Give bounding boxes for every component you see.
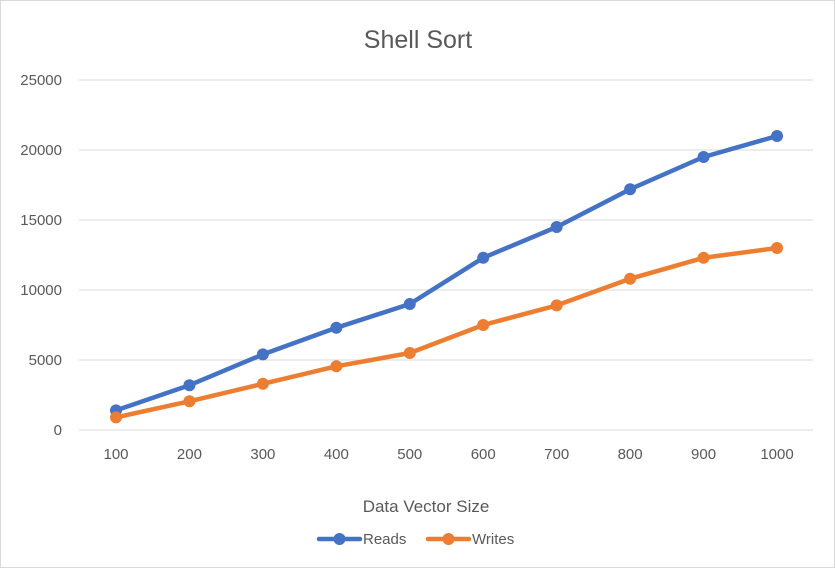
y-tick-label: 20000 bbox=[20, 142, 62, 159]
x-axis-ticks: 100 200 300 400 500 600 700 800 900 1000 bbox=[103, 446, 793, 463]
data-point bbox=[110, 411, 122, 424]
series-reads bbox=[110, 130, 783, 417]
series-lines bbox=[110, 130, 783, 424]
y-tick-label: 15000 bbox=[20, 212, 62, 229]
x-tick-label: 200 bbox=[177, 446, 202, 463]
legend-label: Reads bbox=[363, 531, 406, 548]
data-point bbox=[256, 377, 269, 390]
series-line bbox=[113, 245, 780, 420]
data-point bbox=[183, 395, 196, 408]
y-tick-label: 0 bbox=[54, 422, 62, 439]
data-point bbox=[697, 151, 710, 163]
legend-item-writes: Writes bbox=[425, 531, 514, 548]
y-axis-ticks: 0 5000 10000 15000 20000 25000 bbox=[20, 72, 62, 439]
legend: Reads Writes bbox=[316, 531, 514, 548]
data-point bbox=[771, 130, 783, 142]
y-tick-label: 10000 bbox=[20, 282, 62, 299]
x-tick-label: 800 bbox=[618, 446, 643, 463]
x-tick-label: 1000 bbox=[760, 446, 793, 463]
x-tick-label: 900 bbox=[691, 446, 716, 463]
legend-item-reads: Reads bbox=[316, 531, 406, 548]
data-point bbox=[550, 299, 563, 312]
data-point bbox=[330, 321, 343, 334]
data-point bbox=[256, 348, 269, 361]
data-point bbox=[403, 298, 416, 310]
legend-marker bbox=[442, 533, 455, 545]
x-tick-label: 300 bbox=[250, 446, 275, 463]
gridlines bbox=[79, 79, 813, 431]
y-tick-label: 5000 bbox=[29, 352, 62, 369]
data-point bbox=[624, 272, 637, 285]
x-tick-label: 400 bbox=[324, 446, 349, 463]
data-point bbox=[477, 319, 490, 331]
legend-marker bbox=[333, 533, 346, 545]
y-tick-label: 25000 bbox=[20, 72, 62, 89]
data-point bbox=[403, 347, 416, 359]
x-tick-label: 700 bbox=[544, 446, 569, 463]
series-line bbox=[113, 133, 780, 413]
series-writes bbox=[110, 242, 783, 424]
data-point bbox=[697, 251, 710, 264]
x-tick-label: 500 bbox=[397, 446, 422, 463]
data-point bbox=[771, 242, 783, 254]
legend-label: Writes bbox=[472, 531, 514, 548]
data-point bbox=[550, 221, 563, 233]
x-axis-label: Data Vector Size bbox=[363, 497, 490, 516]
x-tick-label: 600 bbox=[471, 446, 496, 463]
chart-title: Shell Sort bbox=[364, 26, 472, 54]
data-point bbox=[624, 183, 637, 196]
data-point bbox=[183, 379, 196, 392]
data-point bbox=[477, 251, 490, 264]
data-point bbox=[330, 360, 343, 373]
x-tick-label: 100 bbox=[103, 446, 128, 463]
